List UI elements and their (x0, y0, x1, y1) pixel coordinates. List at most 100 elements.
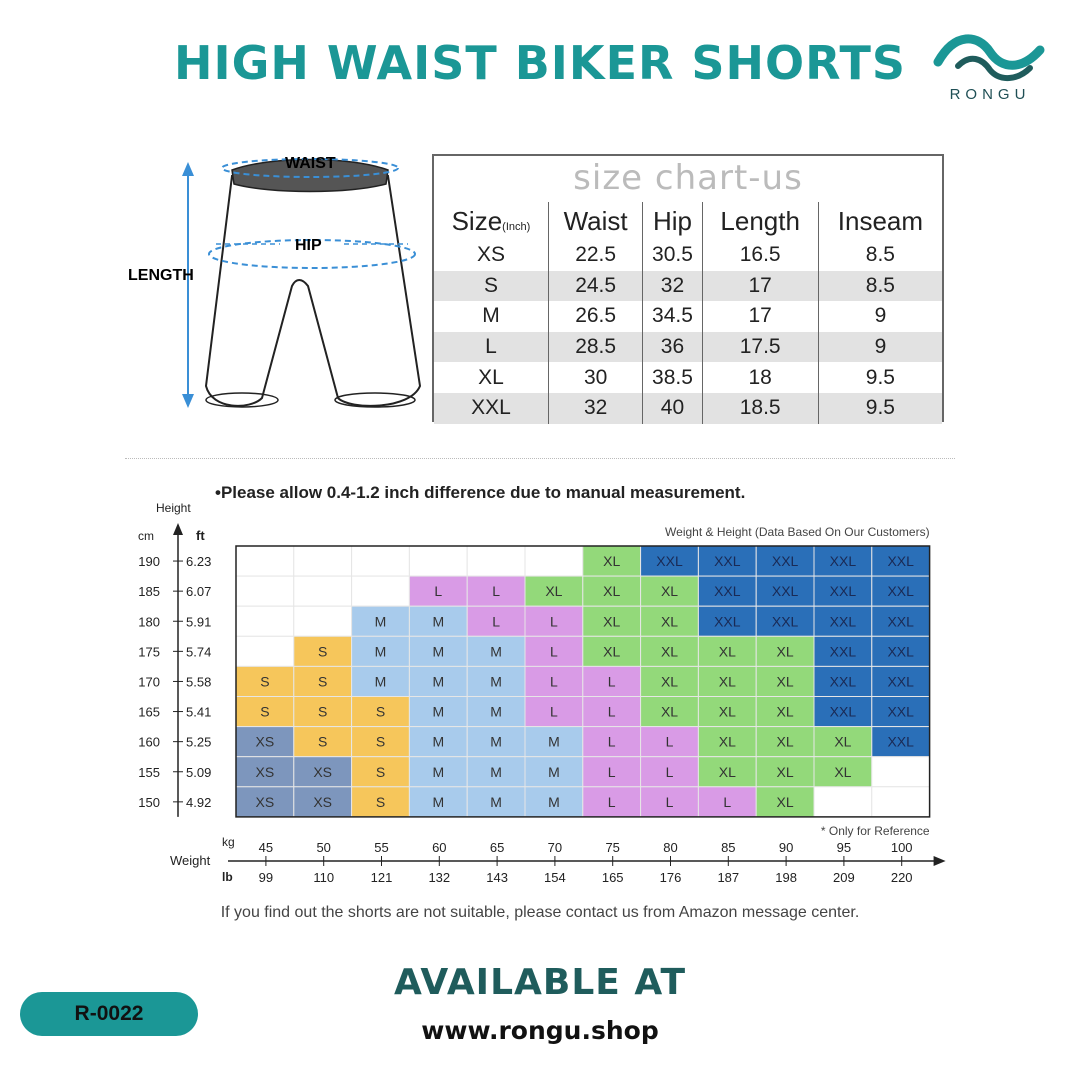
heatmap-cell-label: S (260, 673, 269, 689)
heatmap-cell-label: S (376, 734, 385, 750)
table-cell: M (434, 301, 549, 332)
x-tick-kg: 45 (259, 840, 273, 855)
table-cell: 17.5 (702, 331, 819, 363)
heatmap-cell-label: L (550, 643, 558, 659)
heatmap-cell-label: M (375, 613, 387, 629)
hip-label: HIP (295, 237, 322, 254)
heatmap-cell-label: XS (256, 794, 275, 810)
reference-note: * Only for Reference (821, 824, 930, 838)
table-cell: 18.5 (702, 392, 819, 424)
x-tick-lb: 209 (833, 870, 855, 885)
y-tick-cm: 190 (138, 554, 160, 569)
heatmap-cell-label: M (375, 673, 387, 689)
heatmap-cell-label: XL (777, 704, 794, 720)
heatmap-cell-label: XXL (772, 553, 799, 569)
heatmap-cell (640, 635, 699, 667)
heatmap-cell-label: XL (661, 643, 678, 659)
y-tick-ft: 5.74 (186, 644, 211, 659)
heatmap-cell-label: M (432, 794, 444, 810)
table-cell: 32 (548, 392, 644, 424)
table-cell: 38.5 (642, 362, 703, 393)
y-tick-cm: 170 (138, 674, 160, 689)
heatmap-cell-label: M (490, 764, 502, 780)
heatmap-cell (813, 756, 873, 788)
section-divider (125, 458, 955, 459)
table-cell: 8.5 (818, 270, 942, 302)
waist-col-header: Waist (548, 202, 644, 240)
weight-height-chart: Weight & Height (Data Based On Our Custo… (138, 501, 946, 885)
heatmap-cell-label: M (432, 613, 444, 629)
x-tick-kg: 100 (891, 840, 913, 855)
x-tick-lb: 143 (486, 870, 508, 885)
table-cell: 30.5 (642, 240, 703, 271)
page-title: HIGH WAIST BIKER SHORTS (173, 36, 907, 90)
heatmap-cell-label: XL (545, 583, 562, 599)
heatmap-cell (293, 545, 353, 577)
heatmap-cell-label: XL (777, 643, 794, 659)
heatmap-cell (408, 545, 468, 577)
heatmap-cell (524, 605, 584, 637)
x-tick-lb: 132 (428, 870, 450, 885)
table-cell: S (434, 270, 549, 302)
x-tick-kg: 75 (605, 840, 619, 855)
heatmap-cell-label: M (375, 643, 387, 659)
heatmap-cell-label: XL (603, 553, 620, 569)
y-tick-ft: 5.25 (186, 735, 211, 750)
hip-col-header: Hip (642, 202, 703, 240)
y-unit-cm: cm (138, 529, 154, 543)
heatmap-cell (351, 696, 410, 728)
y-axis-title: Height (156, 501, 191, 515)
heatmap-cell-label: L (608, 794, 616, 810)
heatmap-cell-label: XL (603, 643, 620, 659)
x-tick-kg: 55 (374, 840, 388, 855)
heatmap-cell (466, 756, 526, 788)
heatmap-cell (408, 605, 468, 637)
table-cell: 8.5 (865, 243, 895, 267)
table-cell: 26.5 (548, 301, 644, 332)
size-unit: (Inch) (502, 220, 531, 233)
heatmap-cell (813, 575, 873, 607)
heatmap-cell-label: XXL (887, 643, 914, 659)
heatmap-cell (235, 605, 295, 637)
heatmap-cell (408, 696, 468, 728)
heatmap-cell (813, 545, 873, 577)
heatmap-cell-label: S (318, 704, 327, 720)
heatmap-cell-label: XXL (830, 553, 857, 569)
heatmap-cell-label: XL (719, 643, 736, 659)
heatmap-cell-label: XXL (656, 553, 683, 569)
heatmap-cell-label: M (490, 734, 502, 750)
heatmap-cell-label: L (608, 704, 616, 720)
heatmap-cell-label: M (548, 764, 560, 780)
table-cell: 9 (818, 331, 942, 363)
heatmap-cell (755, 545, 815, 577)
table-cell: 24.5 (548, 270, 644, 302)
table-cell: 18 (702, 362, 819, 393)
heatmap-cell (235, 575, 295, 607)
x-tick-lb: 198 (775, 870, 797, 885)
y-tick-ft: 5.58 (186, 674, 211, 689)
heatmap-cell-label: M (490, 704, 502, 720)
website-link[interactable]: www.rongu.shop (421, 1016, 659, 1045)
heatmap-cell-label: XXL (830, 643, 857, 659)
heatmap-cell-label: S (260, 704, 269, 720)
heatmap-cell (640, 575, 699, 607)
x-tick-lb: 110 (313, 870, 334, 885)
table-cell: 9.5 (865, 365, 895, 389)
table-cell: 9 (874, 304, 887, 328)
x-tick-lb: 220 (891, 870, 913, 885)
size-chart-title: size chart-us (573, 158, 803, 198)
heatmap-cell (466, 545, 526, 577)
heatmap-cell-label: L (550, 613, 558, 629)
heatmap-cell (582, 665, 642, 697)
heatmap-cell (871, 786, 931, 818)
heatmap-cell (524, 545, 584, 577)
available-at-heading: AVAILABLE AT (393, 962, 687, 1003)
y-tick-cm: 175 (138, 644, 160, 659)
table-cell: 34.5 (642, 301, 703, 332)
heatmap-cell (351, 635, 410, 667)
heatmap-cell-label: XL (834, 734, 851, 750)
heatmap-cell (524, 575, 584, 607)
heatmap-cell (235, 635, 295, 667)
y-tick-ft: 4.92 (186, 795, 211, 810)
heatmap-cell-label: S (318, 734, 327, 750)
